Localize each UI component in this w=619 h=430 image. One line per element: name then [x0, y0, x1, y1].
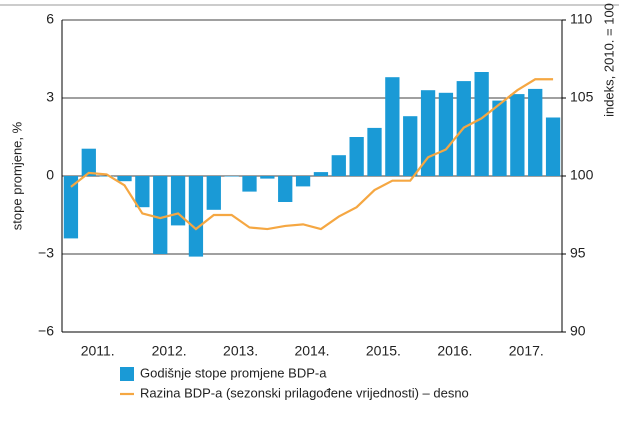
bar: [63, 176, 79, 239]
bar: [99, 176, 114, 177]
bar: [135, 176, 150, 208]
y-tick-label: 3: [46, 89, 54, 105]
legend: Godišnje stope promjene BDP-a Razina BDP-…: [120, 365, 469, 400]
x-tick-label: 2014.: [294, 343, 329, 359]
y-tick-label: 0: [46, 167, 54, 183]
bar: [170, 176, 186, 226]
y2-tick-label: 90: [570, 323, 586, 339]
bar: [278, 176, 293, 202]
legend-swatch: [120, 367, 134, 381]
y-tick-label: −3: [38, 245, 54, 261]
bar: [331, 155, 346, 176]
legend-label: Godišnje stope promjene BDP-a: [140, 365, 327, 380]
y-tick-label: 6: [46, 11, 54, 27]
x-tick-label: 2016.: [437, 343, 472, 359]
bar: [545, 117, 561, 176]
x-tick-label: 2013.: [223, 343, 258, 359]
bar: [224, 176, 239, 177]
bar: [81, 148, 96, 176]
y2-tick-label: 95: [570, 245, 586, 261]
bar: [206, 176, 221, 210]
x-tick-label: 2011.: [81, 343, 115, 359]
bar: [403, 116, 418, 176]
x-tick-label: 2017.: [509, 343, 544, 359]
bar: [188, 176, 204, 257]
bar: [385, 77, 400, 176]
legend-label: Razina BDP-a (sezonski prilagođene vrije…: [140, 385, 469, 400]
bar: [117, 176, 132, 182]
bar: [349, 137, 364, 176]
bar: [313, 172, 329, 176]
line: [70, 78, 554, 231]
y-tick-label: −6: [38, 323, 54, 339]
y-axis-label: stope promjene, %: [9, 121, 24, 230]
x-tick-label: 2012.: [152, 343, 187, 359]
y2-tick-label: 105: [570, 89, 594, 105]
bar: [438, 92, 454, 176]
y2-tick-label: 110: [570, 11, 593, 27]
bar: [153, 176, 168, 254]
bar: [528, 88, 543, 176]
bar: [510, 94, 525, 176]
y2-tick-label: 100: [570, 167, 594, 183]
y2-axis-label: indeks, 2010. = 100: [601, 3, 616, 117]
bar: [242, 176, 257, 192]
bar: [492, 100, 507, 176]
x-tick-label: 2015.: [366, 343, 401, 359]
bar: [260, 176, 275, 179]
bar: [367, 127, 382, 176]
bar: [295, 176, 311, 187]
bar: [474, 72, 489, 176]
